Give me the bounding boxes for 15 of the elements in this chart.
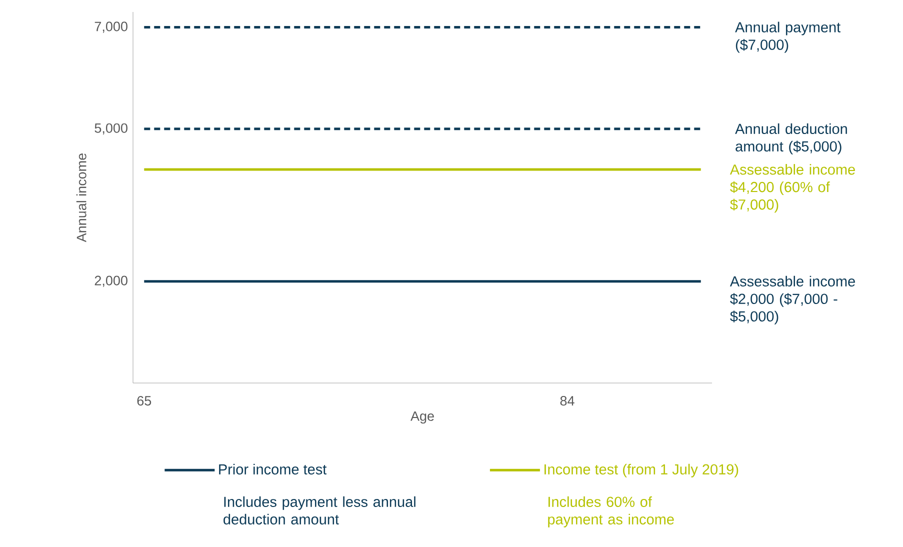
legend-label: Prior income test (219, 464, 327, 474)
y-tick-label: 2,000 (94, 276, 128, 287)
y-tick-label: 7,000 (94, 22, 128, 33)
y-tick-label: 5,000 (94, 123, 128, 134)
x-tick-label: 65 (137, 396, 152, 406)
y-axis-title: Annual income (76, 153, 86, 242)
ref-line-label: Annual payment ($7,000) (735, 22, 840, 53)
text: Includes payment less annual deduction amount (224, 496, 416, 524)
x-tick-label: 84 (560, 396, 574, 406)
legend-label: Income test (from 1 July 2019) (544, 464, 738, 478)
annotation: Assessable income $2,000 ($7,000 - $5,000) (730, 276, 855, 324)
ref-line-label: Annual deduction amount ($5,000) (735, 123, 847, 154)
annotation: Assessable income $4,200 (60% of $7,000) (730, 164, 855, 213)
text: Includes 60% of payment as income (548, 496, 674, 528)
x-axis-title: Age (410, 411, 434, 424)
